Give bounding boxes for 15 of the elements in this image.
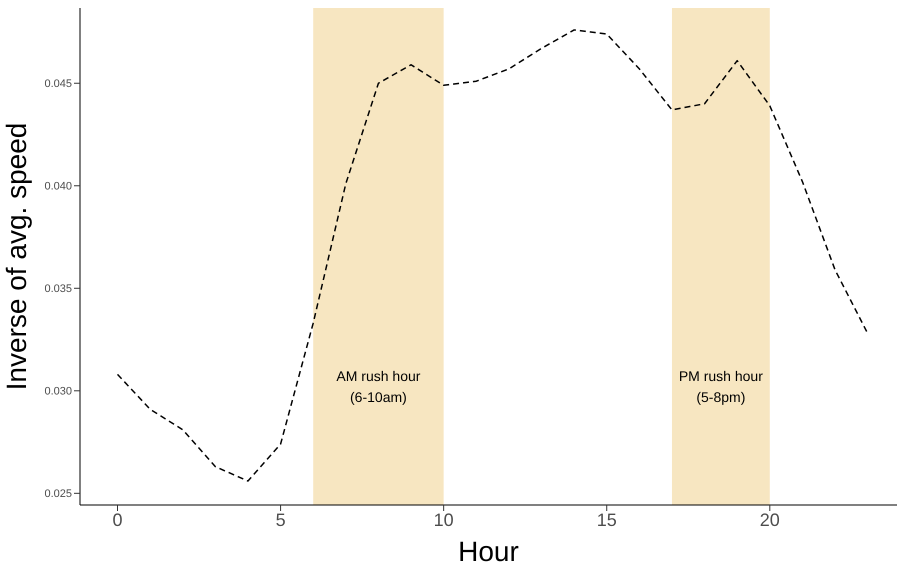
- y-tick-label: 0.045: [44, 78, 72, 90]
- y-tick-label: 0.025: [44, 488, 72, 500]
- x-tick-label: 20: [760, 510, 780, 530]
- y-tick-label: 0.030: [44, 386, 72, 398]
- x-tick-label: 5: [276, 510, 286, 530]
- x-tick-label: 0: [112, 510, 123, 530]
- line-series: [116, 29, 868, 482]
- x-axis-title: Hour: [458, 536, 519, 567]
- band-label: PM rush hour (5-8pm): [678, 368, 764, 405]
- y-tick-label: 0.040: [44, 180, 72, 193]
- y-axis-title: Inverse of avg. speed: [0, 122, 32, 390]
- x-tick-label: 10: [434, 510, 454, 530]
- band-label: AM rush hour (6-10am): [336, 368, 421, 405]
- y-tick-label: 0.035: [44, 283, 72, 296]
- x-tick-label: 15: [596, 510, 617, 530]
